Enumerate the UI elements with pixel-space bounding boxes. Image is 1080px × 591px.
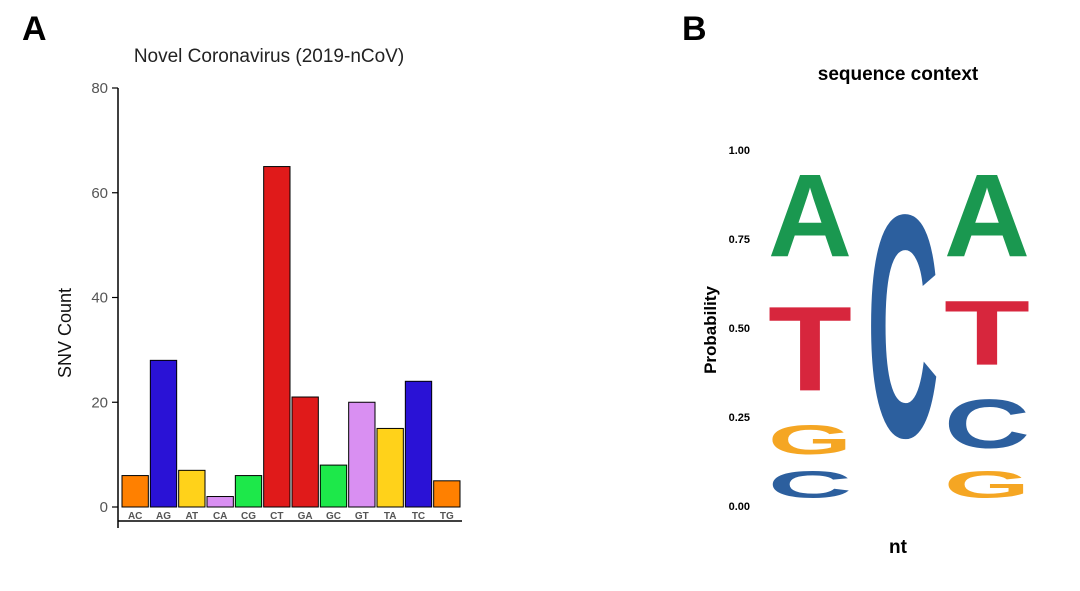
x-tick-label: AT: [186, 511, 199, 522]
y-tick-label: 20: [91, 394, 108, 411]
bar-chart-panel: Novel Coronavirus (2019-nCoV) SNV Count …: [55, 46, 462, 528]
x-tick-label: GC: [326, 511, 341, 522]
y-tick-label: 80: [91, 80, 108, 97]
logo-x-axis-label: nt: [889, 537, 908, 558]
bar-CA: [206, 496, 234, 508]
x-tick-label: TA: [384, 511, 397, 522]
logo-letter-T: T: [944, 282, 1030, 385]
logo-letter-C: C: [768, 464, 852, 506]
sequence-logo-panel: sequence context Probability 0.00 0.25 0.5…: [701, 64, 1030, 558]
x-tick-label: AC: [128, 511, 142, 522]
logo-y-tick-label: 0.50: [729, 323, 750, 335]
y-tick-label: 0: [100, 499, 108, 516]
x-tick-label: GA: [298, 511, 313, 522]
bar-CG: [234, 475, 263, 508]
y-tick-label: 40: [91, 290, 108, 307]
logo-title: sequence context: [818, 64, 979, 85]
x-tick-label: CG: [241, 511, 256, 522]
x-tick-label: TC: [412, 511, 425, 522]
bar-AG: [149, 359, 178, 508]
bar-GC: [319, 464, 348, 508]
chart-title: Novel Coronavirus (2019-nCoV): [134, 46, 404, 67]
logo-y-tick-label: 1.00: [729, 145, 750, 157]
x-tick-label: CT: [270, 511, 283, 522]
logo-y-tick-label: 0.25: [729, 412, 750, 424]
x-tick-label: GT: [355, 511, 369, 522]
bar-TC: [404, 380, 433, 508]
logo-letter-C: C: [944, 385, 1030, 463]
y-axis-label: SNV Count: [55, 288, 75, 378]
bar-GA: [291, 396, 319, 508]
x-tick-label: CA: [213, 511, 227, 522]
logo-letter-A: A: [944, 151, 1030, 282]
logo-y-tick-label: 0.00: [729, 501, 750, 513]
bar-TG: [433, 480, 461, 508]
y-tick-label: 60: [91, 185, 108, 202]
bar-AT: [178, 469, 206, 508]
logo-letter-C: C: [867, 149, 939, 504]
panel-label-b: B: [682, 10, 707, 48]
logo-letter-G: G: [768, 417, 852, 463]
panel-label-a: A: [22, 10, 47, 48]
logo-letter-G: G: [944, 463, 1030, 506]
logo-y-axis-label: Probability: [701, 286, 720, 374]
bar-TA: [376, 427, 404, 508]
bar-CT: [263, 166, 291, 508]
bar-GT: [348, 401, 376, 508]
logo-y-tick-label: 0.75: [729, 234, 750, 246]
x-tick-label: TG: [440, 511, 454, 522]
bar-AC: [121, 475, 149, 508]
x-tick-label: AG: [156, 511, 171, 522]
logo-letter-A: A: [768, 149, 852, 281]
logo-letter-T: T: [768, 282, 852, 416]
